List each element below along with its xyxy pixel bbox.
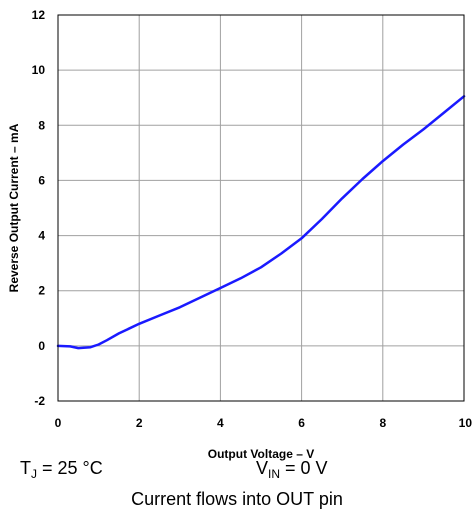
y-tick-label: 4 [38,229,45,243]
tj-symbol: T [20,458,31,478]
junction-temperature-condition: TJ = 25 °C [20,458,103,481]
y-tick-label: 6 [38,173,45,187]
current-direction-note: Current flows into OUT pin [131,489,343,509]
vin-subscript: IN [268,467,281,481]
y-tick-label: -2 [34,394,45,408]
x-tick-label: 4 [217,416,224,430]
plot-frame [57,14,465,402]
series-line [56,95,466,350]
x-axis-title: Output Voltage – V [208,447,314,461]
tick-labels: 0 2 4 6 8 10 -2 0 2 4 6 8 10 12 [32,8,473,430]
y-tick-label: 10 [32,63,46,77]
y-tick-label: 8 [38,118,45,132]
x-tick-label: 8 [379,416,386,430]
x-tick-label: 6 [298,416,305,430]
x-tick-label: 0 [55,416,62,430]
y-tick-label: 12 [32,8,46,22]
y-tick-label: 0 [38,339,45,353]
vin-symbol: V [256,458,269,478]
x-tick-label: 10 [459,416,473,430]
y-tick-label: 2 [38,284,45,298]
grid [58,15,464,401]
vin-value: = 0 V [280,458,328,478]
y-axis-title: Reverse Output Current – mA [7,123,21,292]
tj-value: = 25 °C [37,458,103,478]
input-voltage-condition: VIN = 0 V [256,458,328,481]
plot-area [58,15,464,401]
x-tick-label: 2 [136,416,143,430]
tj-subscript: J [31,467,37,481]
